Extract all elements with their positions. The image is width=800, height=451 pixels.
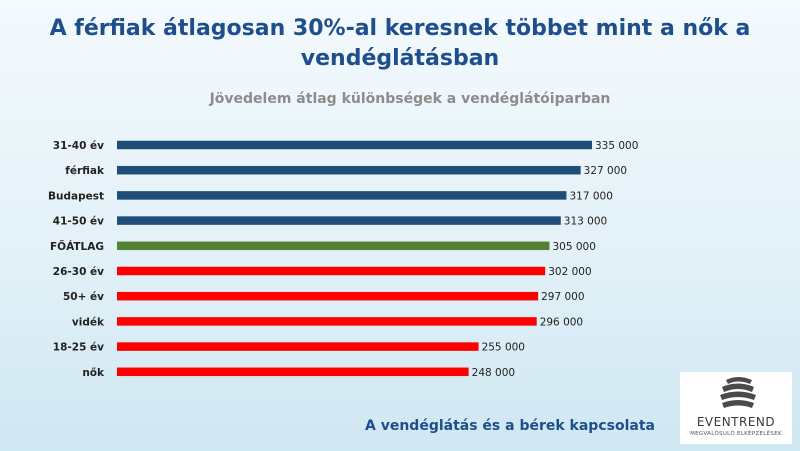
page-title: A férfiak átlagosan 30%-al keresnek több… — [49, 16, 751, 71]
value-label: 335 000 — [595, 140, 638, 152]
bar — [117, 291, 539, 301]
bar — [117, 165, 581, 175]
bar — [117, 342, 479, 351]
category-label: 50+ év — [63, 291, 104, 303]
logo-tagline: MEGVALÓSULÓ ELKÉPZELÉSEK — [690, 431, 782, 437]
logo-emblem-icon — [720, 377, 756, 408]
bar — [117, 317, 537, 326]
value-label: 297 000 — [541, 291, 584, 303]
bar — [117, 216, 561, 225]
bar — [117, 191, 567, 200]
footer-caption: A vendéglátás és a bérek kapcsolata — [365, 418, 655, 434]
value-label: 317 000 — [569, 190, 612, 202]
eventrend-logo: EVENTREND MEGVALÓSULÓ ELKÉPZELÉSEK — [680, 372, 792, 444]
category-label: FŐÁTLAG — [50, 239, 104, 253]
bar — [117, 367, 469, 377]
category-label: vidék — [72, 316, 105, 328]
value-label: 255 000 — [482, 342, 525, 354]
bar — [117, 140, 592, 150]
value-label: 305 000 — [552, 241, 595, 253]
logo-name: EVENTREND — [696, 415, 776, 429]
category-label: 26-30 év — [53, 266, 104, 278]
value-label: 302 000 — [548, 266, 591, 278]
category-label: nők — [82, 367, 105, 379]
category-label: 31-40 év — [53, 140, 104, 152]
category-label: Budapest — [48, 190, 104, 202]
category-label: férfiak — [65, 165, 105, 177]
category-label: 18-25 év — [53, 342, 104, 354]
value-label: 313 000 — [564, 216, 607, 228]
chart-title: Jövedelem átlag különbségek a vendéglátó… — [209, 91, 611, 107]
bar — [117, 241, 550, 251]
value-label: 248 000 — [472, 367, 515, 379]
category-label: 41-50 év — [53, 216, 104, 228]
value-label: 296 000 — [540, 316, 583, 328]
value-label: 327 000 — [584, 165, 627, 177]
bar — [117, 266, 546, 276]
